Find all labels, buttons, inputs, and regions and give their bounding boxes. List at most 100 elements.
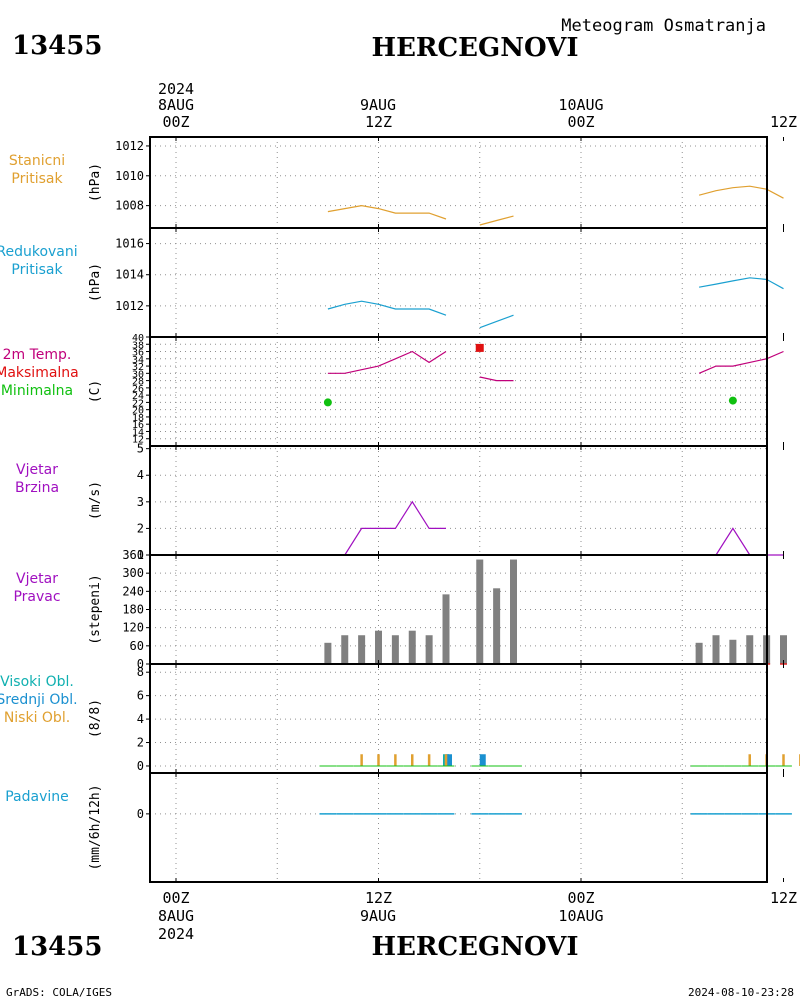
y-unit-label: (m/s) [88,481,103,520]
panel-label: Minimalna [1,383,73,399]
y-tick-label: 22 [132,398,144,409]
direction-bar [476,559,484,664]
y-tick-label: 34 [132,355,144,366]
direction-bar [712,635,720,664]
cloud-bar [479,754,486,766]
panel-label: Stanicni [9,153,65,169]
direction-bar [442,594,450,664]
y-tick-label: 1008 [115,199,144,213]
y-tick-label: 6 [137,689,144,703]
time-tick-label-top: 00Z [162,113,189,131]
y-tick-label: 240 [122,584,144,598]
panel-station-pressure: 1008 1010 1012 (hPa) Stanicni Pritisak [9,136,784,229]
y-tick-label: 36 [132,348,144,359]
panel-frame [149,772,768,883]
panel-label: Vjetar [16,571,58,587]
time-tick-label-bottom: 00Z [162,889,189,907]
y-tick-label: 12 [132,435,144,446]
y-tick-label: 1010 [115,169,144,183]
y-unit-label: (stepeni) [88,574,103,644]
panel-label: Padavine [5,789,69,805]
direction-bar [324,642,332,664]
y-tick-label: 300 [122,566,144,580]
time-tick-label-bottom: 12Z [770,889,797,907]
time-tick-label-top: 00Z [567,113,594,131]
series-line [699,527,784,556]
y-tick-label: 1016 [115,237,144,251]
direction-bar [493,588,501,664]
panel-wind-direction: 0 60 120 180 240 300 360 (stepeni) Vjetar Pravac [13,548,787,671]
panel-label: Maksimalna [0,365,79,381]
panel-cloud-cover: 0 2 4 6 8 (8/8) Visoki Obl. Srednji Obl. Niski O… [0,663,800,774]
panel-precipitation: 0 (mm/6h/12h) Padavine [5,772,792,883]
credit-label: GrADS: COLA/IGES [6,986,112,999]
date-label-bottom-1: 8AUG [158,907,194,925]
y-tick-label: 2 [137,521,144,535]
panel-frame [149,336,768,447]
series-line [479,215,514,226]
panel-frame [149,227,768,338]
date-label-top-3: 10AUG [558,96,603,114]
y-tick-label: 3 [137,495,144,509]
time-tick-label-bottom: 00Z [567,889,594,907]
station-name-top: HERCEGNOVI [372,33,579,63]
series-line [327,300,447,316]
y-tick-label: 8 [137,665,144,679]
y-unit-label: (hPa) [88,263,103,302]
date-label-bottom-3: 10AUG [558,907,603,925]
series-line [327,204,447,220]
panel-label: Pravac [13,589,60,605]
direction-bar [408,630,416,664]
y-tick-label: 1012 [115,139,144,153]
cloud-bar [427,754,431,766]
y-tick-label: 32 [132,362,144,373]
y-tick-label: 0 [137,759,144,773]
y-tick-label: 120 [122,621,144,635]
chart-title: Meteogram Osmatranja [561,16,766,36]
station-id-bottom: 13455 [12,932,102,962]
y-tick-label: 24 [132,391,144,402]
direction-bar [510,559,517,664]
y-tick-label: 20 [132,406,144,417]
cloud-bar [360,754,363,766]
direction-bar [746,635,754,664]
y-tick-label: 18 [132,413,144,424]
y-unit-label: (mm/6h/12h) [88,784,103,870]
y-tick-label: 180 [122,603,144,617]
panel-frame [149,663,768,774]
panel-wind-speed: 1 2 3 4 5 (m/s) Vjetar Brzina [15,442,784,562]
direction-bar [391,635,399,664]
panel-label: Niski Obl. [4,710,70,726]
year-label-bottom: 2024 [158,925,194,943]
panel-label: 2m Temp. [3,347,72,363]
y-tick-label: 38 [132,340,144,351]
panel-label: Vjetar [16,462,58,478]
panel-label: Redukovani [0,244,78,260]
year-label-top: 2024 [158,80,194,98]
y-tick-label: 28 [132,377,144,388]
y-tick-label: 60 [130,639,144,653]
direction-bar [695,642,703,664]
series-line [479,314,514,329]
y-tick-label: 2 [137,736,144,750]
series-line [327,500,446,556]
panel-label: Brzina [15,480,59,496]
y-tick-label: 26 [132,384,144,395]
panel-frame [149,554,768,665]
y-tick-label: 30 [132,369,144,380]
station-name-bottom: HERCEGNOVI [372,932,579,962]
cloud-bar [377,754,380,766]
panel-reduced-pressure: 1012 1014 1016 (hPa) Redukovani Pritisak [0,227,784,338]
panel-frame [149,136,768,229]
date-label-bottom-2: 9AUG [360,907,396,925]
direction-bar [729,639,737,664]
cloud-bar [394,754,397,766]
cloud-bar [411,754,414,766]
tmin-marker [323,398,332,407]
y-tick-label: 1014 [115,268,144,282]
panel-frame [149,445,768,556]
y-unit-label: (hPa) [88,163,103,202]
time-tick-label-top: 12Z [770,113,797,131]
y-tick-label: 0 [137,807,144,821]
